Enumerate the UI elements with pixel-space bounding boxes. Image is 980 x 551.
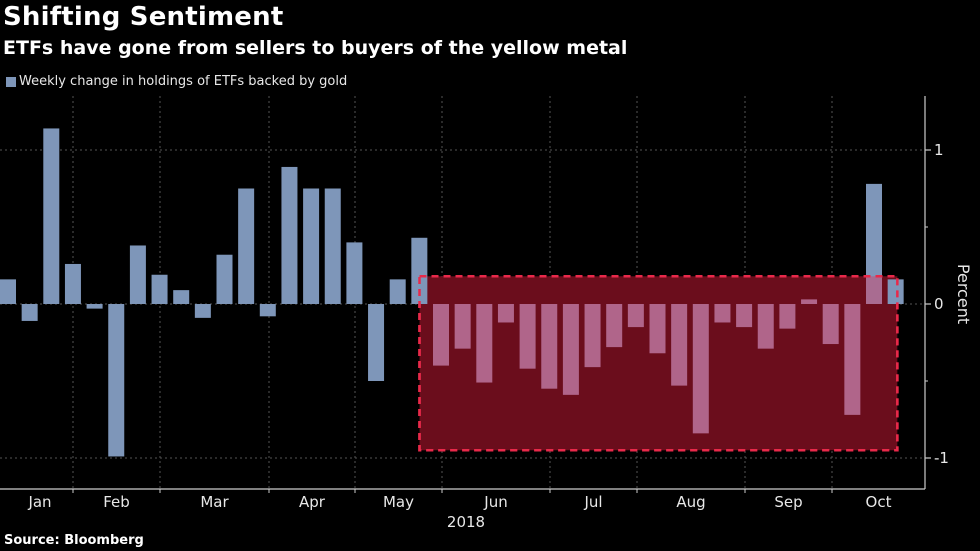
bar [887, 279, 904, 304]
x-axis-year-label: 2018 [447, 513, 485, 531]
x-tick-label: Sep [774, 493, 802, 511]
bar [649, 304, 666, 354]
chart-subtitle: ETFs have gone from sellers to buyers of… [3, 37, 628, 59]
x-tick-label: May [383, 493, 414, 511]
x-tick-label: Mar [200, 493, 229, 511]
bar [692, 304, 709, 434]
bar [238, 188, 255, 304]
x-tick-label: Jan [27, 493, 51, 511]
bar [519, 304, 536, 369]
x-tick-label: Aug [676, 493, 705, 511]
bar [43, 128, 60, 304]
bar [216, 254, 233, 304]
bar [844, 304, 861, 415]
bar [86, 304, 103, 309]
x-tick-label: Feb [103, 493, 130, 511]
bar [779, 304, 796, 329]
bar [454, 304, 471, 349]
source-note: Source: Bloomberg [4, 533, 144, 548]
bar [671, 304, 688, 386]
highlight-border [418, 275, 899, 452]
bar [303, 188, 320, 304]
bar [129, 245, 146, 304]
x-tick-label: Apr [299, 493, 326, 511]
y-tick-label: 0 [934, 295, 944, 313]
bar [194, 304, 211, 318]
bar [606, 304, 623, 348]
y-axis-title: Percent [954, 264, 973, 324]
x-tick-label: Oct [866, 493, 892, 511]
legend: Weekly change in holdings of ETFs backed… [6, 74, 347, 89]
bar [736, 304, 753, 328]
bar [151, 274, 168, 304]
y-tick-label: -1 [934, 449, 949, 467]
bar [541, 304, 558, 389]
legend-swatch [6, 76, 16, 87]
bar [476, 304, 493, 383]
bar [324, 188, 341, 304]
chart-title: Shifting Sentiment [3, 2, 284, 32]
bar-overlap [866, 276, 882, 304]
bar [346, 242, 363, 304]
bar [627, 304, 644, 328]
x-tick-label: Jul [583, 493, 602, 511]
bar [866, 183, 882, 304]
bar [584, 304, 601, 368]
bar [714, 304, 731, 323]
bar [497, 304, 514, 323]
bar [281, 166, 298, 304]
bar [801, 299, 818, 304]
bar [108, 304, 125, 457]
bar [368, 304, 385, 381]
y-tick-label: 1 [934, 141, 944, 159]
bar [822, 304, 839, 345]
bars [0, 128, 904, 457]
bar [389, 279, 406, 304]
bar [757, 304, 774, 349]
legend-label: Weekly change in holdings of ETFs backed… [19, 74, 348, 89]
bar [562, 304, 579, 395]
bar [411, 237, 428, 304]
bar [433, 304, 449, 366]
x-tick-label: Jun [483, 493, 507, 511]
bar [0, 279, 16, 304]
axes: -1 0 1 Jan Feb Mar Apr May Jun Jul Aug Sep Oct [0, 96, 949, 511]
bar [259, 304, 276, 317]
bar [21, 304, 38, 321]
bar [173, 290, 190, 304]
bar [64, 263, 81, 304]
